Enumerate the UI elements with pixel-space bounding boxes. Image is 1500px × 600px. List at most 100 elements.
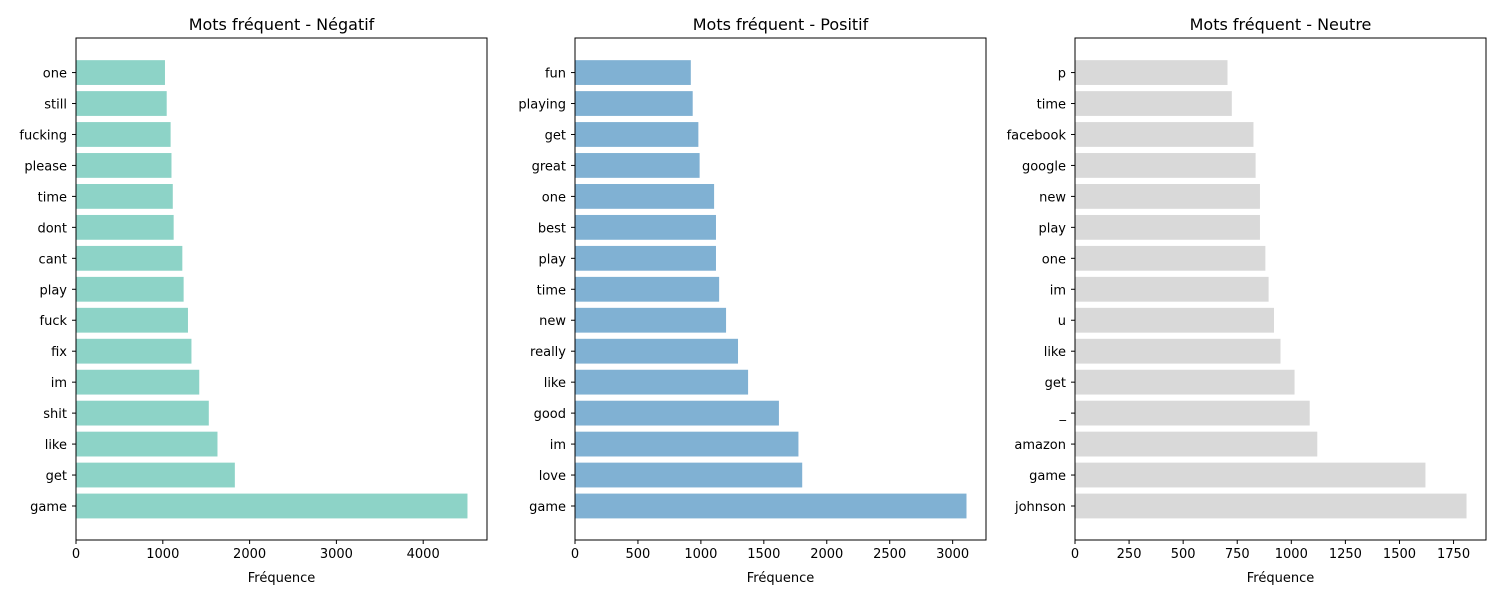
y-tick-label: fucking [19,128,67,143]
bar-amazon [1075,431,1318,457]
y-tick-label: _ [1059,407,1067,422]
y-tick-label: get [46,469,67,484]
bar-_ [1075,400,1310,426]
y-tick-label: new [1039,190,1066,205]
y-tick-label: like [544,376,566,391]
bar-game [76,493,468,519]
y-tick-label: one [1042,252,1066,267]
y-tick-label: good [534,407,566,422]
x-tick-label: 1250 [1329,547,1362,562]
bar-good [575,400,779,426]
bar-im [575,431,799,457]
bar-time [1075,91,1232,116]
y-tick-label: play [1038,221,1066,236]
y-tick-label: new [539,314,566,329]
bar-great [575,153,700,178]
y-tick-label: p [1058,67,1066,82]
bar-game [575,493,967,519]
bar-play [76,276,184,302]
y-tick-label: love [539,469,566,484]
x-axis-label: Fréquence [747,571,814,586]
y-tick-label: fix [51,345,67,360]
bar-love [575,462,803,488]
y-tick-label: like [45,438,67,453]
x-tick-label: 0 [1071,547,1079,562]
y-tick-label: amazon [1014,438,1066,453]
x-tick-label: 1750 [1437,547,1470,562]
y-tick-label: im [51,376,67,391]
y-tick-label: im [1050,283,1066,298]
y-tick-label: johnson [1014,500,1066,515]
bar-best [575,214,716,240]
chart-panel-neutre: Mots fréquent - Neutre Fréquence johnson… [1007,15,1487,586]
bar-cant [76,245,183,271]
bar-new [1075,184,1260,209]
x-tick-label: 500 [626,547,651,562]
axes-frame [75,37,488,541]
y-tick-label: get [545,128,566,143]
y-tick-label: please [24,159,67,174]
bar-get [575,122,699,147]
y-tick-label: fun [545,67,566,82]
bar-google [1075,153,1256,178]
y-tick-label: like [1044,345,1066,360]
bar-im [1075,276,1269,302]
bar-like [76,431,218,457]
axes-frame [1074,37,1487,541]
bar-get [1075,369,1295,395]
bar-p [1075,60,1228,85]
bar-like [575,369,749,395]
chart-title: Mots fréquent - Neutre [1190,15,1372,34]
x-tick-label: 2000 [810,547,843,562]
bar-like [1075,338,1281,364]
y-tick-label: fuck [40,314,68,329]
x-tick-label: 1500 [1383,547,1416,562]
bar-please [76,153,172,178]
chart-title: Mots fréquent - Positif [693,15,869,34]
y-tick-label: great [532,159,566,174]
bar-fix [76,338,192,364]
y-tick-label: play [538,252,566,267]
bar-play [1075,214,1260,240]
y-tick-label: best [538,221,566,236]
x-tick-label: 0 [72,547,80,562]
bar-u [1075,307,1275,333]
chart-title: Mots fréquent - Négatif [189,15,375,34]
x-tick-label: 1000 [146,547,179,562]
x-axis-label: Fréquence [248,571,315,586]
bar-really [575,338,739,364]
y-tick-label: play [39,283,67,298]
bar-im [76,369,200,395]
bar-fuck [76,307,188,333]
bar-get [76,462,235,488]
bar-facebook [1075,122,1254,147]
x-tick-label: 3000 [936,547,969,562]
y-tick-label: time [537,283,566,298]
y-tick-label: im [550,438,566,453]
x-tick-label: 3000 [320,547,353,562]
bar-game [1075,462,1426,488]
y-tick-label: one [43,67,67,82]
bar-fun [575,60,691,85]
y-tick-label: google [1022,159,1066,174]
bar-time [575,276,720,302]
y-tick-label: playing [518,98,566,113]
y-tick-label: game [529,500,566,515]
chart-panel-positif: Mots fréquent - Positif Fréquence game lo… [518,15,987,586]
y-tick-label: u [1058,314,1066,329]
bar-one [575,184,715,209]
y-tick-label: facebook [1007,128,1067,143]
bar-johnson [1075,493,1467,519]
bar-play [575,245,716,271]
x-tick-label: 4000 [407,547,440,562]
bar-shit [76,400,209,426]
y-tick-label: one [542,190,566,205]
bar-dont [76,214,174,240]
y-tick-label: shit [43,407,67,422]
x-tick-label: 750 [1225,547,1250,562]
y-tick-label: really [530,345,566,360]
x-tick-label: 2500 [873,547,906,562]
x-tick-label: 2000 [233,547,266,562]
x-tick-label: 250 [1117,547,1142,562]
